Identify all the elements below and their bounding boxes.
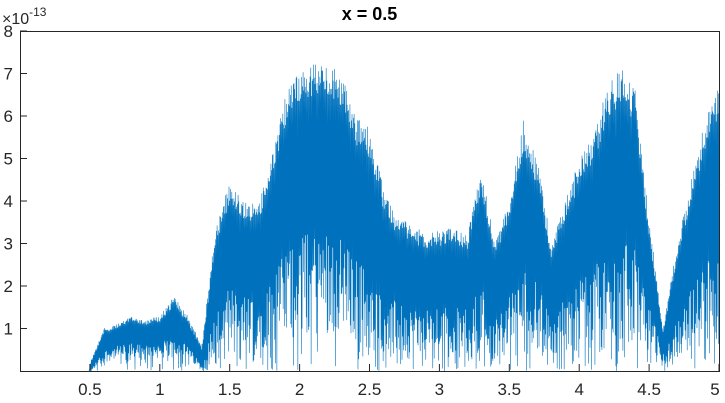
series-line — [89, 64, 720, 372]
x-tick-label: 2.5 — [358, 380, 382, 399]
y-exponent-base: ×10 — [2, 11, 29, 28]
y-tick-label: 1 — [4, 320, 13, 339]
y-axis: 1 2 3 4 5 6 7 8 — [4, 22, 27, 339]
x-tick-label: 2 — [295, 380, 304, 399]
x-axis: 0.5 1 1.5 2 2.5 3 3.5 4 4.5 5 — [78, 364, 720, 399]
y-tick-label: 3 — [4, 235, 13, 254]
y-tick-label: 8 — [4, 22, 13, 41]
y-tick-label: 5 — [4, 150, 13, 169]
x-tick-label: 4 — [574, 380, 583, 399]
series-layer — [88, 64, 721, 372]
chart-title: x = 0.5 — [342, 4, 398, 24]
x-tick-label: 1 — [155, 380, 164, 399]
y-axis-exponent: ×10-13 — [2, 5, 47, 28]
y-tick-label: 6 — [4, 107, 13, 126]
y-tick-label: 7 — [4, 65, 13, 84]
y-tick-label: 2 — [4, 277, 13, 296]
series-center-band — [88, 152, 721, 372]
x-tick-label: 3 — [435, 380, 444, 399]
x-tick-label: 0.5 — [78, 380, 102, 399]
x-tick-label: 4.5 — [637, 380, 661, 399]
y-tick-label: 4 — [4, 192, 13, 211]
x-tick-label: 1.5 — [218, 380, 242, 399]
x-tick-label: 5 — [710, 380, 719, 399]
y-exponent-power: -13 — [29, 5, 47, 19]
x-tick-label: 3.5 — [497, 380, 521, 399]
